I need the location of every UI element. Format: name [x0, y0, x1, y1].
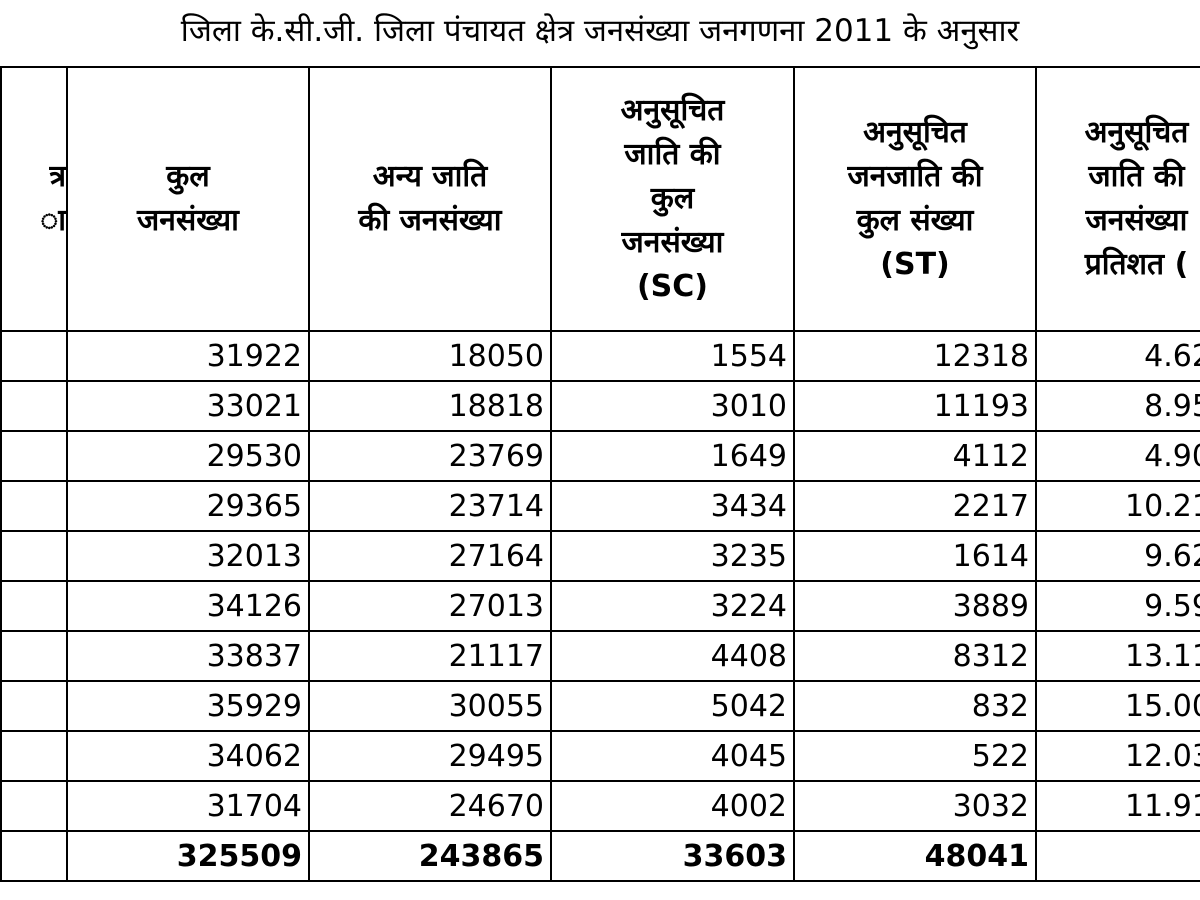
data-cell: 31922	[66, 330, 310, 382]
data-cell: 33837	[66, 630, 310, 682]
header-cell: अनुसूचित जनजाति की कुल संख्या (ST)	[793, 66, 1037, 332]
data-cell: 23769	[308, 430, 552, 482]
data-cell: 3235	[550, 530, 795, 582]
data-cell: 11.910	[1035, 780, 1200, 832]
empty-cell	[0, 430, 68, 482]
total-row: 325509 243865 33603 48041	[0, 830, 1200, 882]
title: जिला के.सी.जी. जिला पंचायत क्षेत्र जनसंख…	[180, 13, 1020, 49]
data-cell: 1649	[550, 430, 795, 482]
data-cell: 3010	[550, 380, 795, 432]
empty-cell	[0, 380, 68, 432]
table-wrap: त्र ा कुल जनसंख्या अन्य जाति की जनसंख्या अन…	[0, 66, 1200, 900]
data-cell: 24670	[308, 780, 552, 832]
data-cell: 1614	[793, 530, 1037, 582]
header-cell: त्र ा	[0, 66, 68, 332]
data-cell: 4045	[550, 730, 795, 782]
data-cell: 32013	[66, 530, 310, 582]
data-cell: 10.219	[1035, 480, 1200, 532]
total-cell: 48041	[793, 830, 1037, 882]
empty-cell	[0, 580, 68, 632]
empty-cell	[0, 780, 68, 832]
data-cell: 29530	[66, 430, 310, 482]
empty-cell	[0, 480, 68, 532]
empty-cell	[0, 730, 68, 782]
data-cell: 4.625	[1035, 330, 1200, 382]
data-cell: 3224	[550, 580, 795, 632]
data-cell: 3434	[550, 480, 795, 532]
data-cell: 522	[793, 730, 1037, 782]
data-cell: 4112	[793, 430, 1037, 482]
data-cell: 23714	[308, 480, 552, 532]
data-cell: 30055	[308, 680, 552, 732]
data-cell: 832	[793, 680, 1037, 732]
empty-cell	[0, 680, 68, 732]
data-cell: 34126	[66, 580, 310, 632]
data-cell: 18050	[308, 330, 552, 382]
data-cell: 27164	[308, 530, 552, 582]
data-cell: 9.594	[1035, 580, 1200, 632]
empty-cell	[1035, 830, 1200, 882]
data-cell: 12318	[793, 330, 1037, 382]
data-cell: 2217	[793, 480, 1037, 532]
empty-cell	[0, 330, 68, 382]
data-cell: 3032	[793, 780, 1037, 832]
data-cell: 4408	[550, 630, 795, 682]
data-cell: 15.005	[1035, 680, 1200, 732]
data-cell: 33021	[66, 380, 310, 432]
data-cell: 12.038	[1035, 730, 1200, 782]
header-cell: कुल जनसंख्या	[66, 66, 310, 332]
data-cell: 4.907	[1035, 430, 1200, 482]
data-cell: 27013	[308, 580, 552, 632]
data-cell: 11193	[793, 380, 1037, 432]
data-cell: 5042	[550, 680, 795, 732]
data-cell: 35929	[66, 680, 310, 732]
header-cell: अनुसूचित जाति की जनसंख्या प्रतिशत (	[1035, 66, 1200, 332]
table-body: 31922180501554123184.6253302118818301011…	[0, 330, 1200, 882]
data-cell: 34062	[66, 730, 310, 782]
header-row: त्र ा कुल जनसंख्या अन्य जाति की जनसंख्या अन…	[0, 66, 1200, 332]
data-cell: 21117	[308, 630, 552, 682]
total-cell: 33603	[550, 830, 795, 882]
data-cell: 13.118	[1035, 630, 1200, 682]
data-cell: 3889	[793, 580, 1037, 632]
total-cell: 243865	[308, 830, 552, 882]
data-cell: 9.627	[1035, 530, 1200, 582]
empty-cell	[0, 630, 68, 682]
data-cell: 18818	[308, 380, 552, 432]
data-cell: 31704	[66, 780, 310, 832]
data-cell: 29365	[66, 480, 310, 532]
data-cell: 1554	[550, 330, 795, 382]
header-cell: अनुसूचित जाति की कुल जनसंख्या (SC)	[550, 66, 795, 332]
header-cell: अन्य जाति की जनसंख्या	[308, 66, 552, 332]
data-cell: 8.958	[1035, 380, 1200, 432]
data-cell: 8312	[793, 630, 1037, 682]
data-cell: 4002	[550, 780, 795, 832]
population-table: त्र ा कुल जनसंख्या अन्य जाति की जनसंख्या अन…	[0, 66, 1200, 882]
empty-cell	[0, 830, 68, 882]
empty-cell	[0, 530, 68, 582]
data-cell: 29495	[308, 730, 552, 782]
total-cell: 325509	[66, 830, 310, 882]
